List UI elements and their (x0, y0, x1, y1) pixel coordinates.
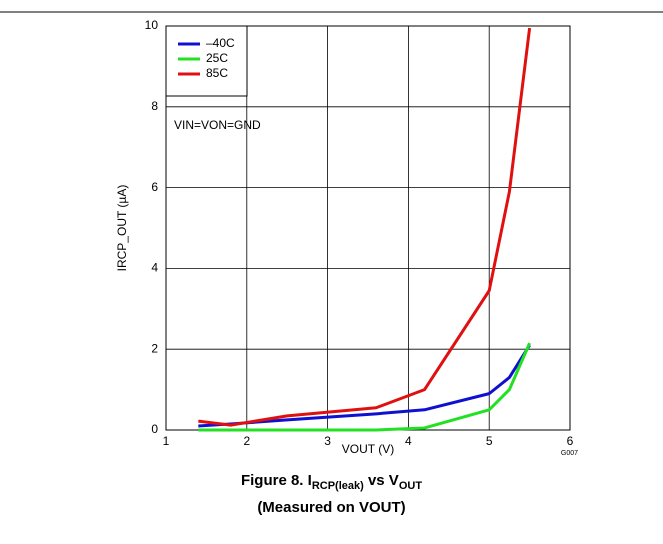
annotation: VIN=VON=GND (174, 118, 261, 132)
y-tick-label: 8 (151, 99, 158, 113)
legend-label: 25C (206, 51, 228, 65)
y-tick-label: 6 (151, 180, 158, 194)
x-tick-label: 4 (405, 434, 412, 448)
caption-sub: OUT (398, 480, 423, 492)
x-tick-label: 1 (163, 434, 170, 448)
series-line (198, 342, 531, 432)
y-tick-label: 2 (151, 341, 158, 355)
x-tick-label: 6 (567, 434, 574, 448)
y-tick-label: 4 (151, 261, 158, 275)
caption-text: vs V (363, 472, 399, 489)
x-axis-label: VOUT (V) (342, 442, 394, 456)
legend-label: 85C (206, 66, 228, 80)
x-tick-label: 5 (486, 434, 493, 448)
legend-box (165, 25, 248, 97)
legend-label: –40C (206, 36, 235, 50)
x-tick-label: 3 (324, 434, 331, 448)
y-axis-label: IRCP_OUT (µA) (115, 185, 129, 272)
series-line (198, 27, 532, 427)
caption: Figure 8. IRCP(leak) vs VOUT (Measured o… (0, 470, 663, 519)
figure-id: G007 (561, 450, 578, 457)
caption-sub: RCP(leak) (311, 480, 364, 492)
x-tick-label: 2 (243, 434, 250, 448)
y-tick-label: 0 (151, 422, 158, 436)
caption-text: Figure 8. I (240, 472, 312, 489)
y-tick-label: 10 (145, 18, 159, 32)
caption-line2: (Measured on VOUT) (257, 499, 406, 516)
